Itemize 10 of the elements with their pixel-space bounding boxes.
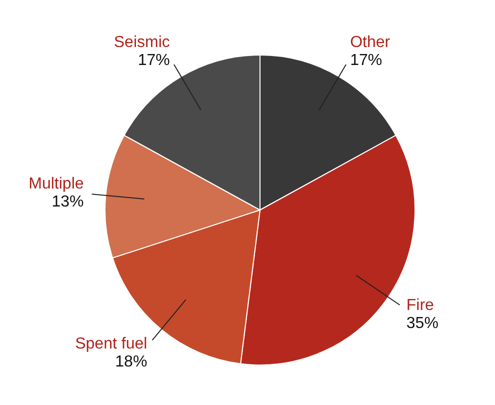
data-label: 17% — [138, 52, 170, 69]
data-label: 18% — [115, 354, 148, 371]
data-label: 13% — [52, 194, 84, 211]
slice-label: Multiple — [28, 176, 84, 193]
slice-label: Other — [350, 34, 391, 51]
slice-label: Fire — [406, 296, 434, 314]
slice-label: Seismic — [114, 34, 170, 51]
data-label: 35% — [406, 314, 438, 332]
slice-label: Spent fuel — [75, 336, 148, 353]
data-label: 17% — [350, 52, 382, 69]
